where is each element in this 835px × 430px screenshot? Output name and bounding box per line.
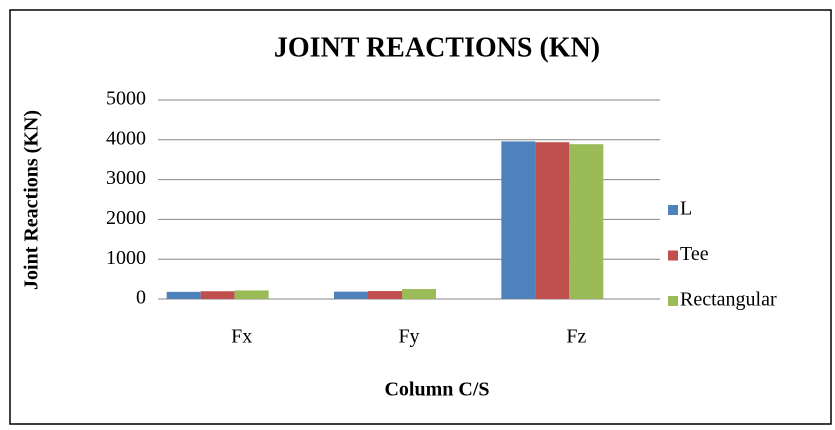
bar <box>368 291 402 299</box>
bar <box>569 144 604 299</box>
legend-swatch <box>668 205 678 215</box>
bar <box>166 291 201 299</box>
chart-border <box>9 9 832 425</box>
y-tick-label: 4000 <box>106 127 146 149</box>
y-tick-label: 3000 <box>106 167 146 189</box>
x-tick-label: Fx <box>231 326 252 348</box>
y-tick-label: 2000 <box>106 207 146 229</box>
bar <box>334 291 368 299</box>
y-tick-label: 5000 <box>106 88 146 110</box>
bar <box>234 290 269 299</box>
bar <box>402 289 436 299</box>
bar <box>200 291 235 299</box>
legend-swatch <box>668 250 678 261</box>
legend-label: Rectangular <box>680 289 777 311</box>
bar <box>501 141 536 299</box>
y-axis-title: Joint Reactions (KN) <box>21 110 43 290</box>
legend-label: L <box>680 198 692 220</box>
legend-swatch <box>668 296 678 306</box>
chart-title: JOINT REACTIONS (KN) <box>274 32 600 63</box>
y-tick-label: 0 <box>136 287 146 309</box>
bar <box>535 142 570 299</box>
x-tick-label: Fy <box>398 326 419 348</box>
legend-label: Tee <box>680 243 709 265</box>
x-axis-title: Column C/S <box>384 379 489 401</box>
x-tick-label: Fz <box>566 326 586 348</box>
y-tick-label: 1000 <box>106 247 146 269</box>
